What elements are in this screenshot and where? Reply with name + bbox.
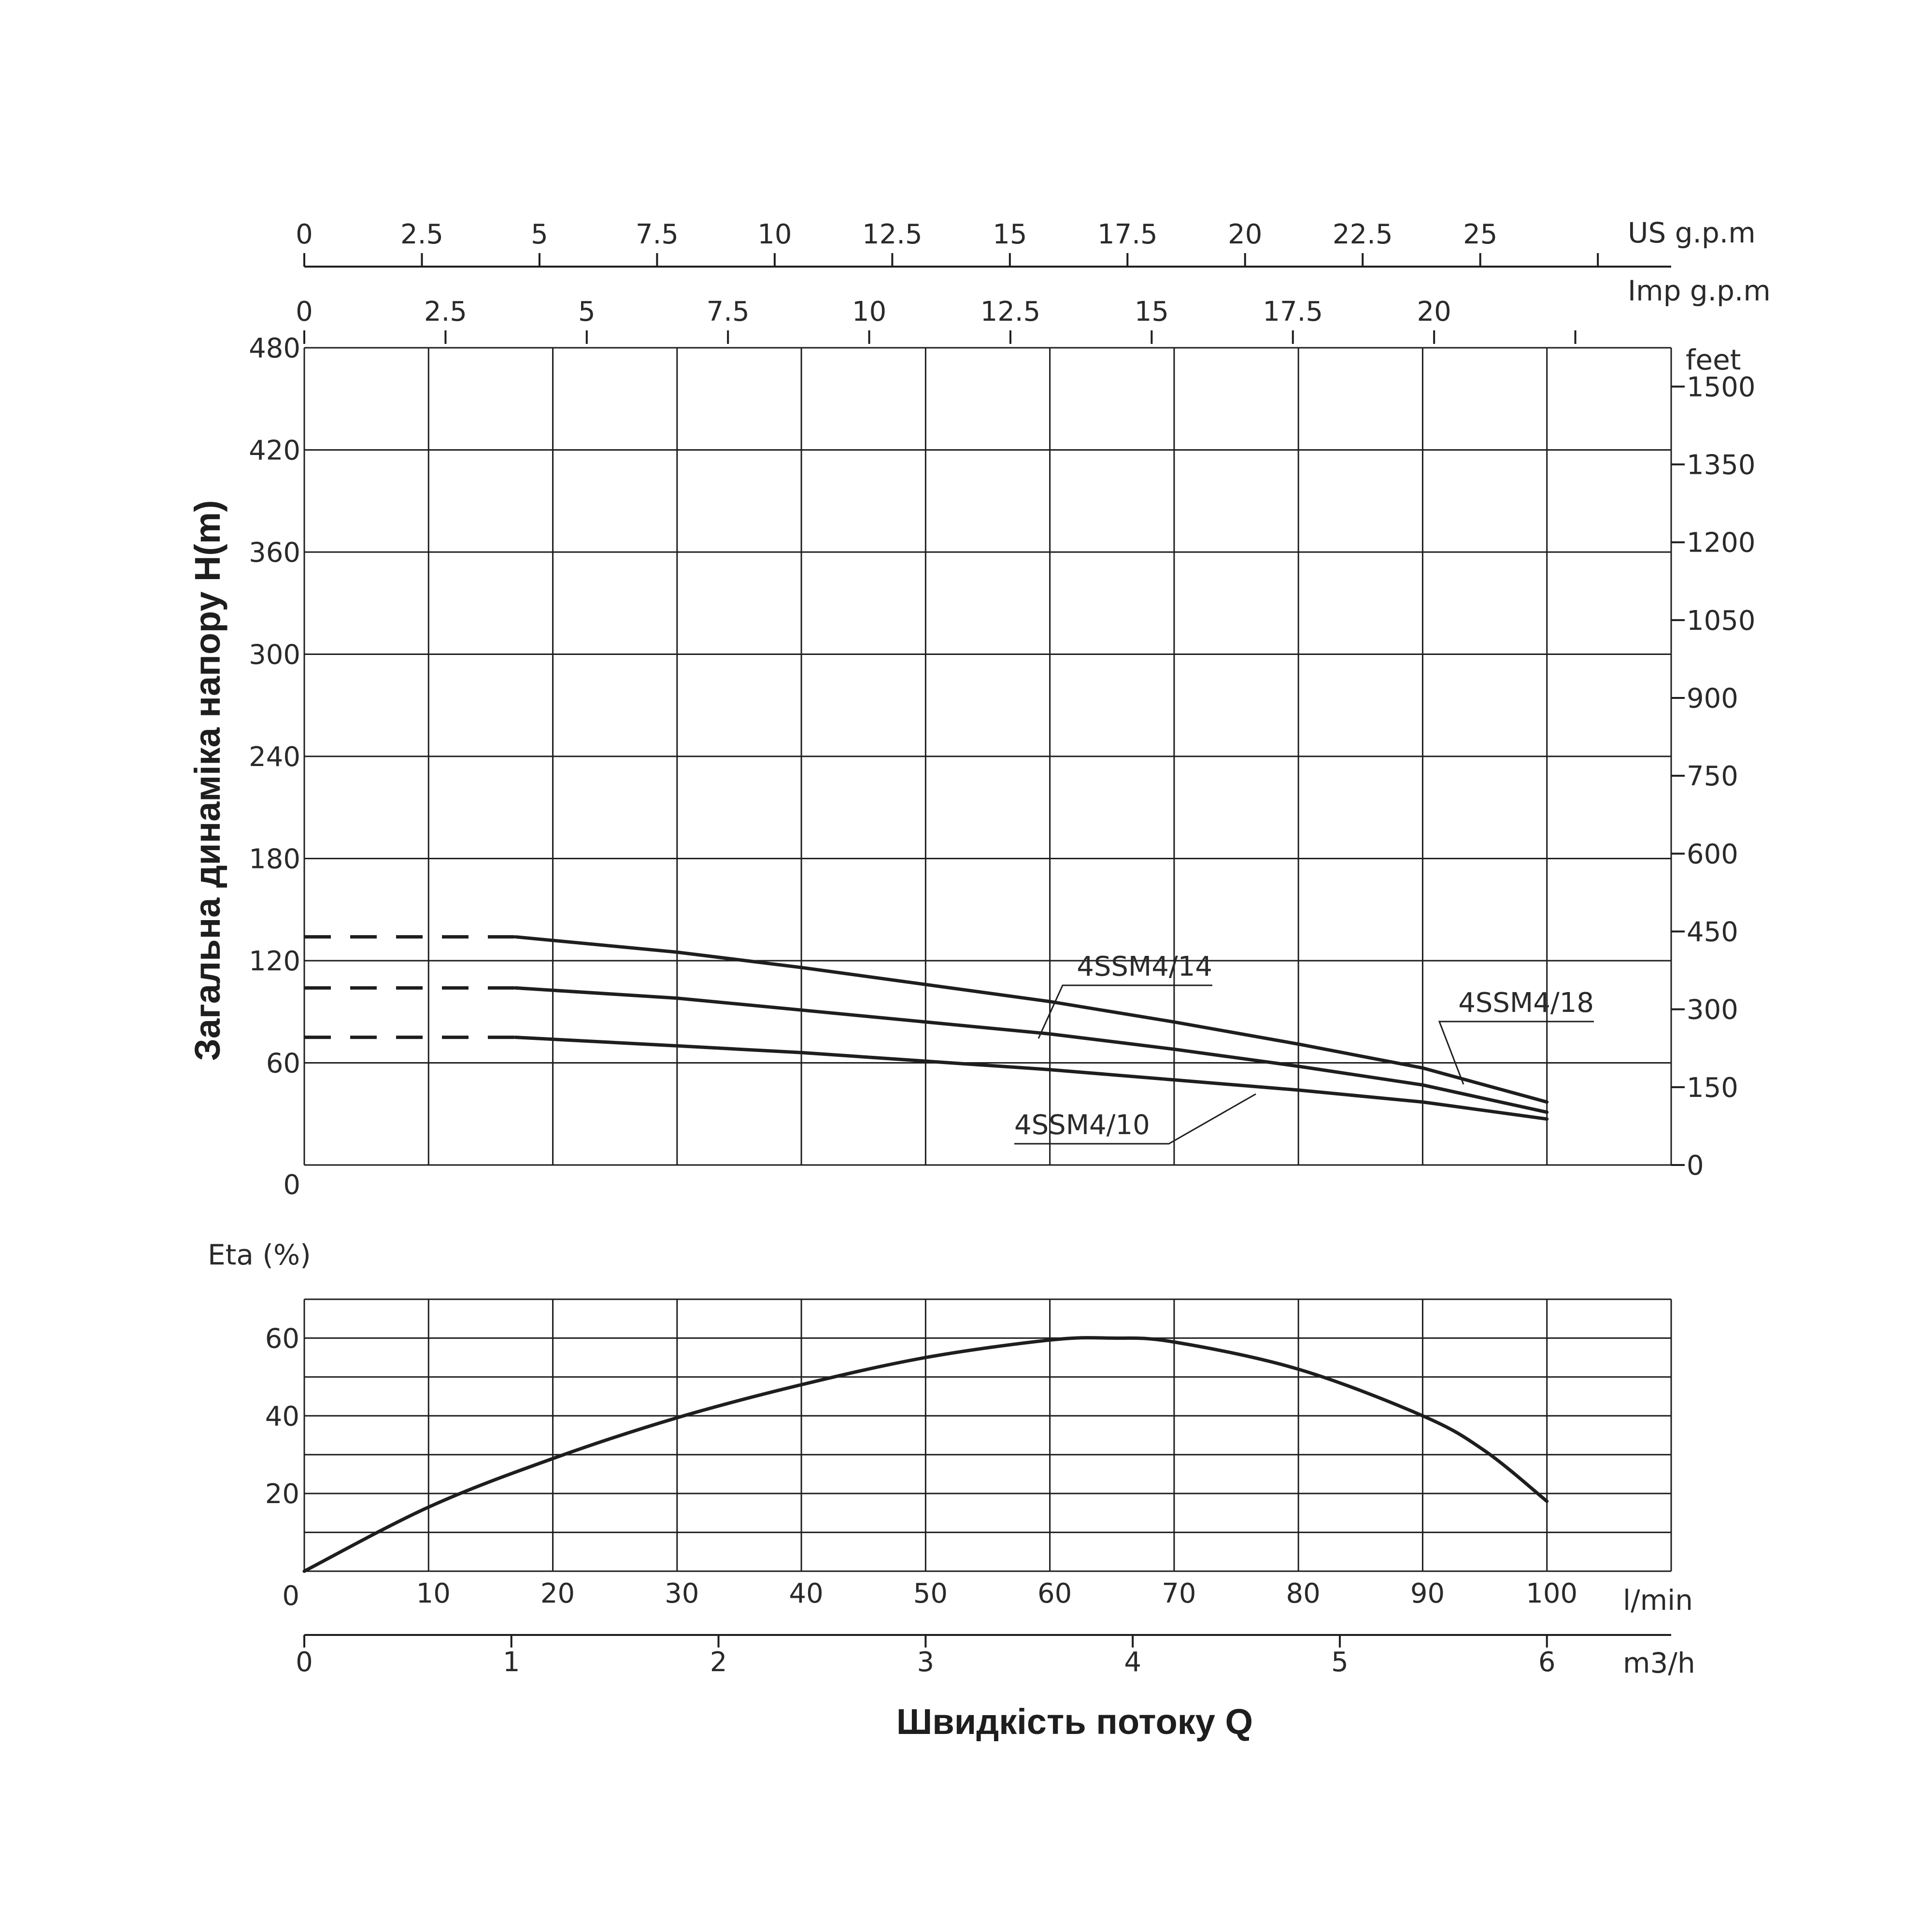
us-gpm-tick-label: 12.5 [862, 219, 923, 250]
us-gpm-tick-label: 2.5 [400, 219, 443, 250]
eta-y-tick-label: 60 [265, 1323, 299, 1354]
curve-label-leader [1014, 1093, 1256, 1145]
feet-tick-label: 750 [1687, 761, 1738, 792]
head-y-tick-label: 480 [249, 333, 300, 364]
m3h-tick-label: 6 [1538, 1647, 1556, 1678]
feet-tick-label: 1200 [1687, 527, 1756, 559]
head-curve-4SSM4/10 [513, 1036, 1549, 1121]
x-axis-title: Швидкість потоку Q [896, 1702, 1253, 1742]
feet-tick-label: 0 [1687, 1150, 1704, 1181]
eta-y-axis-title: Eta (%) [208, 1238, 311, 1271]
lmin-tick-label: 70 [1162, 1578, 1196, 1609]
us-gpm-tick-label: 22.5 [1333, 219, 1393, 250]
m3h-tick-label: 3 [917, 1647, 935, 1678]
head-curve-4SSM4/14 [513, 986, 1549, 1114]
efficiency-curve [302, 1336, 1549, 1573]
imp-gpm-tick-label: 0 [296, 296, 313, 327]
feet-tick-label: 1500 [1687, 371, 1756, 403]
curves [302, 935, 1594, 1573]
us-gpm-tick-label: 20 [1228, 219, 1262, 250]
us-gpm-tick-label: 7.5 [636, 219, 679, 250]
eta-y-tick-label: 40 [265, 1401, 299, 1432]
us-gpm-tick-label: 15 [993, 219, 1027, 250]
m3h-unit-label: m3/h [1623, 1647, 1695, 1679]
us-gpm-tick-label: 5 [531, 219, 548, 250]
lmin-tick-label: 90 [1410, 1578, 1445, 1609]
feet-tick-label: 450 [1687, 917, 1738, 948]
lmin-tick-label: 80 [1286, 1578, 1321, 1609]
us-gpm-tick-label: 0 [296, 219, 313, 250]
lmin-tick-label: 60 [1037, 1578, 1072, 1609]
m3h-tick-label: 2 [710, 1647, 727, 1678]
curve-label: 4SSM4/18 [1458, 987, 1594, 1019]
lmin-tick-label: 40 [789, 1578, 823, 1609]
head-y-tick-label: 120 [249, 946, 300, 977]
eta-y-tick-label: 20 [265, 1478, 299, 1510]
imp-gpm-tick-label: 7.5 [707, 296, 750, 327]
eta-y-tick-label: 0 [282, 1580, 299, 1612]
feet-unit-label: feet [1686, 343, 1741, 376]
head-y-tick-label: 360 [249, 537, 300, 568]
imp-gpm-tick-label: 12.5 [980, 296, 1041, 327]
lmin-tick-label: 10 [416, 1578, 451, 1609]
head-y-tick-label: 240 [249, 741, 300, 773]
feet-tick-label: 300 [1687, 994, 1738, 1026]
head-y-tick-label: 0 [283, 1169, 300, 1201]
feet-tick-label: 1350 [1687, 450, 1756, 481]
imp-gpm-tick-label: 5 [578, 296, 596, 327]
axes [303, 253, 1685, 1648]
m3h-tick-label: 4 [1124, 1647, 1141, 1678]
us-gpm-unit-label: US g.p.m [1628, 216, 1756, 249]
imp-gpm-tick-label: 15 [1135, 296, 1169, 327]
head-y-tick-label: 60 [266, 1048, 300, 1080]
us-gpm-tick-label: 17.5 [1097, 219, 1158, 250]
curve-label-leader [1438, 1021, 1594, 1085]
grid-lines [303, 347, 1672, 1572]
head-curve-4SSM4/18 [513, 935, 1549, 1104]
head-y-tick-label: 420 [249, 435, 300, 467]
head-y-tick-label: 300 [249, 639, 300, 671]
lmin-tick-label: 20 [540, 1578, 575, 1609]
curve-label: 4SSM4/10 [1014, 1109, 1150, 1141]
us-gpm-tick-label: 10 [757, 219, 792, 250]
feet-tick-label: 1050 [1687, 605, 1756, 637]
imp-gpm-unit-label: Imp g.p.m [1628, 274, 1771, 307]
lmin-tick-label: 50 [913, 1578, 948, 1609]
imp-gpm-tick-label: 10 [852, 296, 886, 327]
curve-label: 4SSM4/14 [1077, 951, 1212, 982]
lmin-tick-label: 100 [1526, 1578, 1577, 1609]
curve-label-leader [1037, 984, 1212, 1039]
m3h-tick-label: 1 [503, 1647, 520, 1678]
lmin-tick-label: 30 [665, 1578, 699, 1609]
m3h-tick-label: 0 [296, 1647, 313, 1678]
us-gpm-tick-label: 25 [1463, 219, 1497, 250]
imp-gpm-tick-label: 2.5 [424, 296, 467, 327]
feet-tick-label: 900 [1687, 683, 1738, 714]
lmin-unit-label: l/min [1623, 1584, 1693, 1617]
head-y-axis-title: Загальна динаміка напору H(m) [187, 500, 227, 1061]
m3h-tick-label: 5 [1331, 1647, 1349, 1678]
imp-gpm-tick-label: 17.5 [1263, 296, 1323, 327]
feet-tick-label: 600 [1687, 838, 1738, 870]
imp-gpm-tick-label: 20 [1417, 296, 1451, 327]
head-y-tick-label: 180 [249, 844, 300, 875]
feet-tick-label: 150 [1687, 1072, 1738, 1104]
